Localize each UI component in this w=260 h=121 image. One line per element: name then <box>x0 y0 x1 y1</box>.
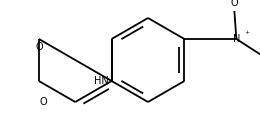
Text: O: O <box>231 0 238 8</box>
Text: +: + <box>244 30 250 35</box>
Text: O: O <box>35 42 43 52</box>
Text: O: O <box>40 97 47 107</box>
Text: N: N <box>233 34 240 44</box>
Text: HN: HN <box>94 76 109 86</box>
